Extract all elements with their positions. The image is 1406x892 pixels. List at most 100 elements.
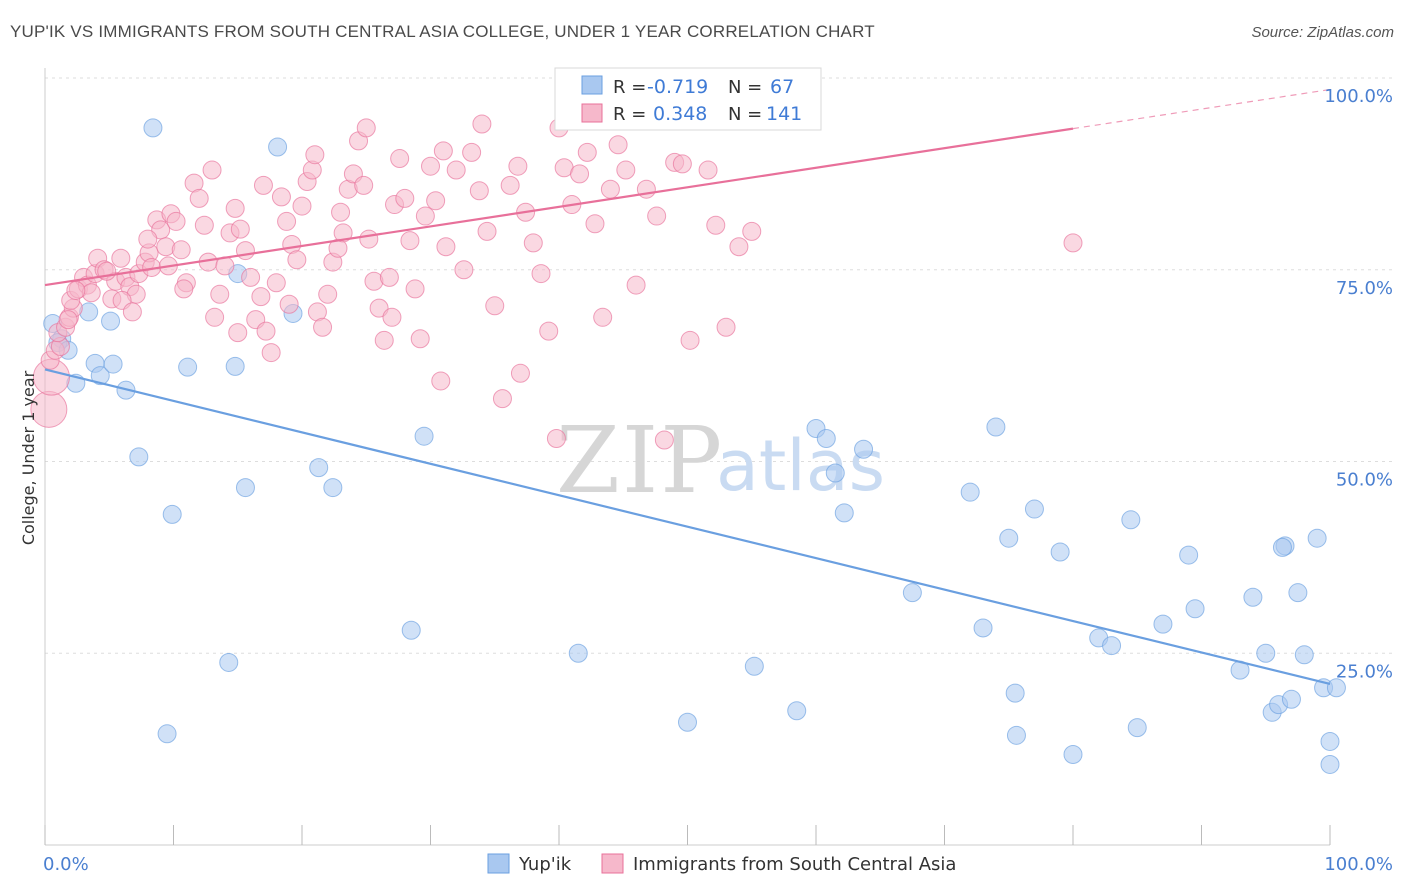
point-series1-100	[570, 164, 590, 184]
bottom-legend-label-yupik: Yup'ik	[518, 854, 572, 875]
x-tick-label-max: 100.0%	[1324, 854, 1393, 875]
point-series0-17	[225, 356, 245, 376]
point-series0-49	[1153, 614, 1173, 634]
point-series1-91	[500, 175, 520, 195]
point-series1-102	[585, 214, 605, 234]
point-series0-21	[323, 478, 343, 498]
point-series1-43	[230, 219, 250, 239]
point-series0-13	[178, 357, 198, 377]
point-series0-58	[1281, 689, 1301, 709]
point-series0-38	[986, 417, 1006, 437]
point-series1-72	[379, 267, 399, 287]
point-series1-113	[680, 330, 700, 350]
point-series1-138	[510, 363, 530, 383]
axes	[44, 68, 1331, 846]
point-series1-52	[277, 211, 297, 231]
point-series0-28	[744, 656, 764, 676]
point-series0-60	[1294, 645, 1314, 665]
point-series1-94	[523, 233, 543, 253]
point-series1-35	[189, 188, 209, 208]
point-series0-10	[90, 366, 110, 386]
trendline-series0	[44, 368, 1331, 685]
point-series1-140	[1063, 233, 1083, 253]
point-series1-76	[400, 231, 420, 251]
point-series1-104	[600, 179, 620, 199]
point-series1-112	[672, 154, 692, 174]
point-series1-88	[477, 221, 497, 241]
bottom-legend: Yup'ik Immigrants from South Central Asi…	[487, 853, 956, 875]
point-series1-81	[426, 191, 446, 211]
point-series0-64	[1326, 678, 1346, 698]
point-series0-19	[235, 478, 255, 498]
point-series1-39	[210, 284, 230, 304]
point-series0-66	[1272, 537, 1292, 557]
point-series1-29	[156, 237, 176, 257]
point-series0-20	[309, 458, 329, 478]
point-series0-46	[1102, 636, 1122, 656]
y-tick-label-25: 25.0%	[1336, 661, 1393, 682]
point-series0-32	[825, 463, 845, 483]
point-series0-41	[1006, 725, 1026, 745]
point-series0-42	[1024, 499, 1044, 519]
point-series1-121	[66, 280, 86, 300]
point-series1-75	[395, 188, 415, 208]
point-series1-47	[251, 287, 271, 307]
point-series0-44	[1063, 744, 1083, 764]
point-series0-33	[834, 503, 854, 523]
grid-lines	[45, 77, 1393, 654]
point-series0-16	[129, 447, 149, 467]
point-series0-27	[678, 712, 697, 732]
point-series1-83	[436, 237, 456, 257]
point-series1-79	[415, 206, 435, 226]
point-series1-90	[492, 389, 512, 409]
point-series1-31	[166, 211, 186, 231]
bottom-legend-swatch-yupik	[487, 853, 510, 874]
legend-r-value-2: 0.348	[653, 103, 707, 125]
point-series0-26	[568, 643, 588, 663]
legend-r-value-1: -0.719	[647, 76, 708, 98]
point-series0-24	[219, 652, 239, 672]
trendline-series1	[44, 127, 1074, 287]
watermark: ZIP atlas	[556, 407, 885, 514]
point-series0-47	[1121, 510, 1141, 530]
point-series1-107	[626, 275, 646, 295]
point-series0-59	[1288, 583, 1308, 603]
point-series1-110	[654, 430, 674, 450]
point-series0-43	[1050, 542, 1070, 562]
point-series1-32	[171, 240, 191, 260]
point-series1-51	[271, 187, 291, 207]
point-series0-0	[143, 118, 163, 138]
point-series1-36	[194, 215, 214, 235]
legend-n-label-1: N =	[728, 77, 762, 98]
point-series1-119	[742, 221, 762, 241]
legend-n-value-1: 67	[770, 76, 794, 98]
point-series1-135	[382, 307, 402, 327]
point-series1-109	[647, 206, 667, 226]
legend: R = -0.719 N = 67 R = 0.348 N = 141	[554, 67, 822, 131]
point-series1-63	[333, 223, 353, 243]
point-series0-34	[854, 439, 874, 459]
point-series1-70	[369, 298, 389, 318]
point-series1-128	[202, 160, 222, 180]
legend-r-label-2: R =	[613, 104, 646, 125]
point-series0-54	[1256, 643, 1276, 663]
tick-labels: 100.0% 75.0% 50.0% 25.0% 0.0% 100.0%	[43, 86, 1393, 875]
point-series1-38	[205, 307, 225, 327]
point-series0-37	[973, 618, 993, 638]
point-series1-85	[454, 260, 474, 280]
point-series0-23	[157, 724, 177, 744]
point-series0-61	[1307, 528, 1327, 548]
point-series0-11	[103, 354, 123, 374]
point-series0-50	[1179, 545, 1199, 565]
source-label: Source: ZipAtlas.com	[1251, 24, 1394, 41]
point-series1-50	[266, 273, 286, 293]
point-series1-44	[235, 241, 255, 261]
point-series0-18	[162, 504, 182, 524]
point-series1-84	[446, 160, 466, 180]
legend-swatch-immigrants	[581, 103, 603, 123]
legend-n-value-2: 141	[766, 103, 802, 125]
point-series1-78	[410, 329, 430, 349]
point-series1-74	[390, 149, 410, 169]
point-series1-101	[577, 142, 597, 162]
point-series1-55	[292, 196, 312, 216]
